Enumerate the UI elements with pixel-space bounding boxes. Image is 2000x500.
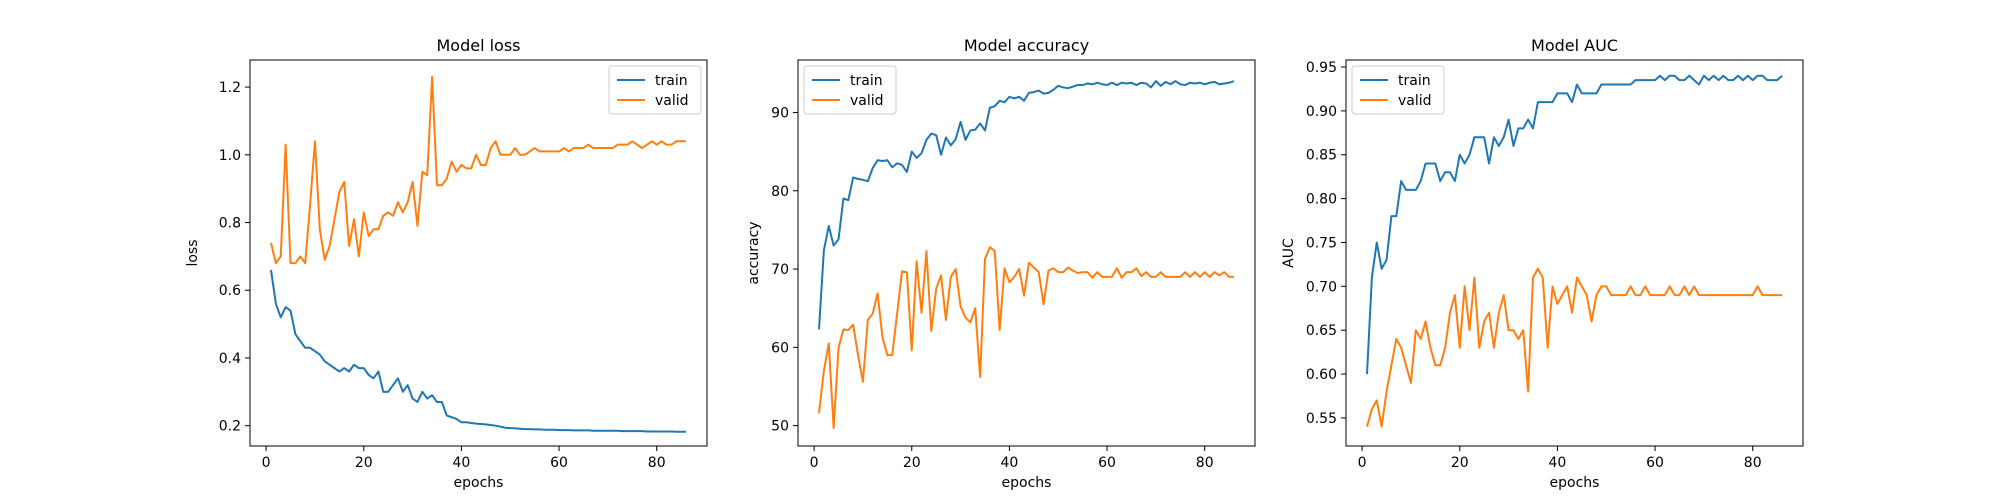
y-tick-label: 60 [771,340,789,356]
y-tick-label: 0.65 [1306,323,1337,339]
y-tick-label: 1.2 [219,80,241,96]
x-tick-label: 80 [648,455,666,471]
x-axis-label: epochs [454,475,504,491]
x-tick-label: 20 [903,455,921,471]
y-axis-label: accuracy [746,221,762,284]
legend-label-train: train [850,73,883,89]
x-tick-label: 0 [262,455,271,471]
legend: train valid [803,65,897,115]
y-tick-label: 0.4 [219,351,241,367]
legend-label-train: train [1398,73,1431,89]
axes-frame [249,59,708,447]
legend: train valid [1351,65,1445,115]
y-tick-label: 1.0 [219,148,241,164]
y-tick-label: 0.8 [219,216,241,232]
x-tick-label: 20 [1451,455,1469,471]
chart-panel: Model loss 0 20 40 60 80 0.2 0.4 0.6 0.8 1.0 1.2 epo… [185,36,708,491]
chart-title: Model loss [436,36,520,55]
x-tick-label: 0 [810,455,819,471]
legend-label-valid: valid [655,93,689,109]
y-tick-label: 0.70 [1306,279,1337,295]
x-axis-label: epochs [1550,475,1600,491]
axes-frame [797,59,1256,447]
y-tick-label: 0.55 [1306,411,1337,427]
y-tick-label: 0.75 [1306,235,1337,251]
legend-box [608,65,702,115]
y-tick-label: 80 [771,184,789,200]
series-line-valid [1366,267,1783,428]
y-tick-label: 0.2 [219,419,241,435]
chart-title: Model AUC [1531,36,1618,55]
legend-label-valid: valid [1398,93,1432,109]
x-tick-label: 40 [452,455,470,471]
series-line-valid [817,246,1235,429]
legend-box [1351,65,1445,115]
y-axis-label: loss [185,239,201,266]
x-tick-label: 40 [1548,455,1566,471]
y-axis-label: AUC [1281,238,1297,268]
y-tick-label: 0.90 [1306,104,1337,120]
y-tick-label: 50 [771,419,789,435]
y-tick-label: 90 [771,105,789,121]
x-tick-label: 40 [1000,455,1018,471]
x-tick-label: 0 [1358,455,1367,471]
y-tick-label: 0.6 [219,283,241,299]
legend-label-valid: valid [850,93,884,109]
chart-panel: Model AUC 0 20 40 60 80 0.55 0.60 0.65 0.70 0.75 0.… [1281,36,1804,491]
series-line-valid [270,75,687,265]
series-line-train [817,80,1235,330]
x-tick-label: 80 [1744,455,1762,471]
axes-frame [1345,59,1804,447]
y-tick-label: 0.95 [1306,60,1337,76]
x-tick-label: 80 [1196,455,1214,471]
x-tick-label: 60 [550,455,568,471]
legend-box [803,65,897,115]
x-tick-label: 60 [1646,455,1664,471]
series-line-train [270,269,687,433]
legend: train valid [608,65,702,115]
series-line-train [1365,74,1783,375]
y-tick-label: 0.60 [1306,367,1337,383]
legend-label-train: train [655,73,688,89]
y-tick-label: 70 [771,262,789,278]
y-tick-label: 0.80 [1306,192,1337,208]
chart-panel: Model accuracy 0 20 40 60 80 50 60 70 80 90 epochs a… [746,36,1256,491]
chart-title: Model accuracy [964,36,1089,55]
y-tick-label: 0.85 [1306,148,1337,164]
x-tick-label: 20 [355,455,373,471]
x-tick-label: 60 [1098,455,1116,471]
x-axis-label: epochs [1002,475,1052,491]
